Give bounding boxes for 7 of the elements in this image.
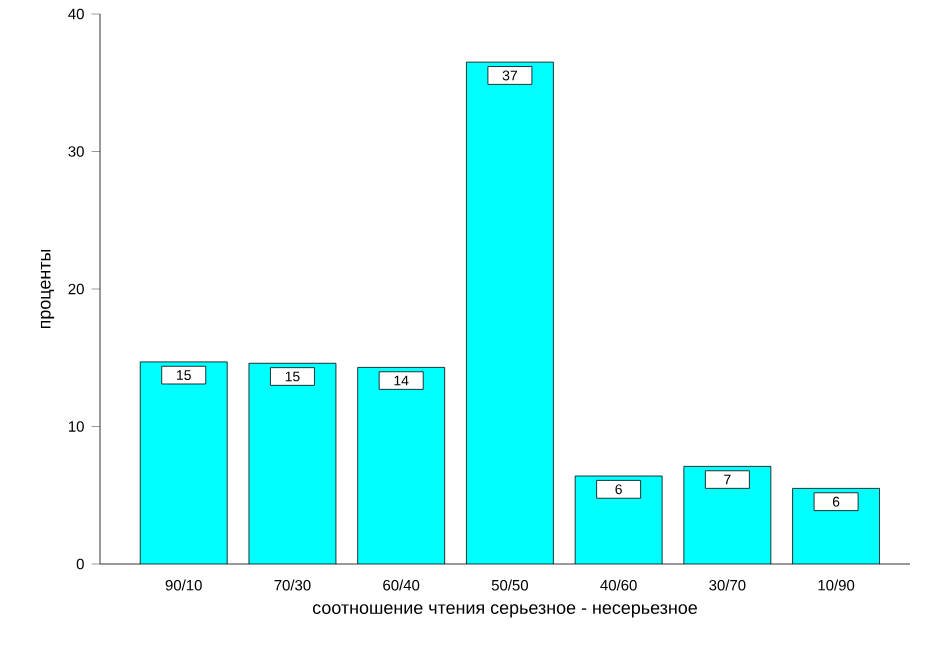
bar [140, 361, 228, 564]
y-axis-title: проценты [40, 249, 55, 329]
bar [248, 363, 336, 564]
bar [357, 367, 445, 564]
bar [683, 466, 771, 564]
bar [466, 62, 554, 564]
x-axis-title: соотношение чтения серьезное - несерьезное [312, 604, 697, 618]
